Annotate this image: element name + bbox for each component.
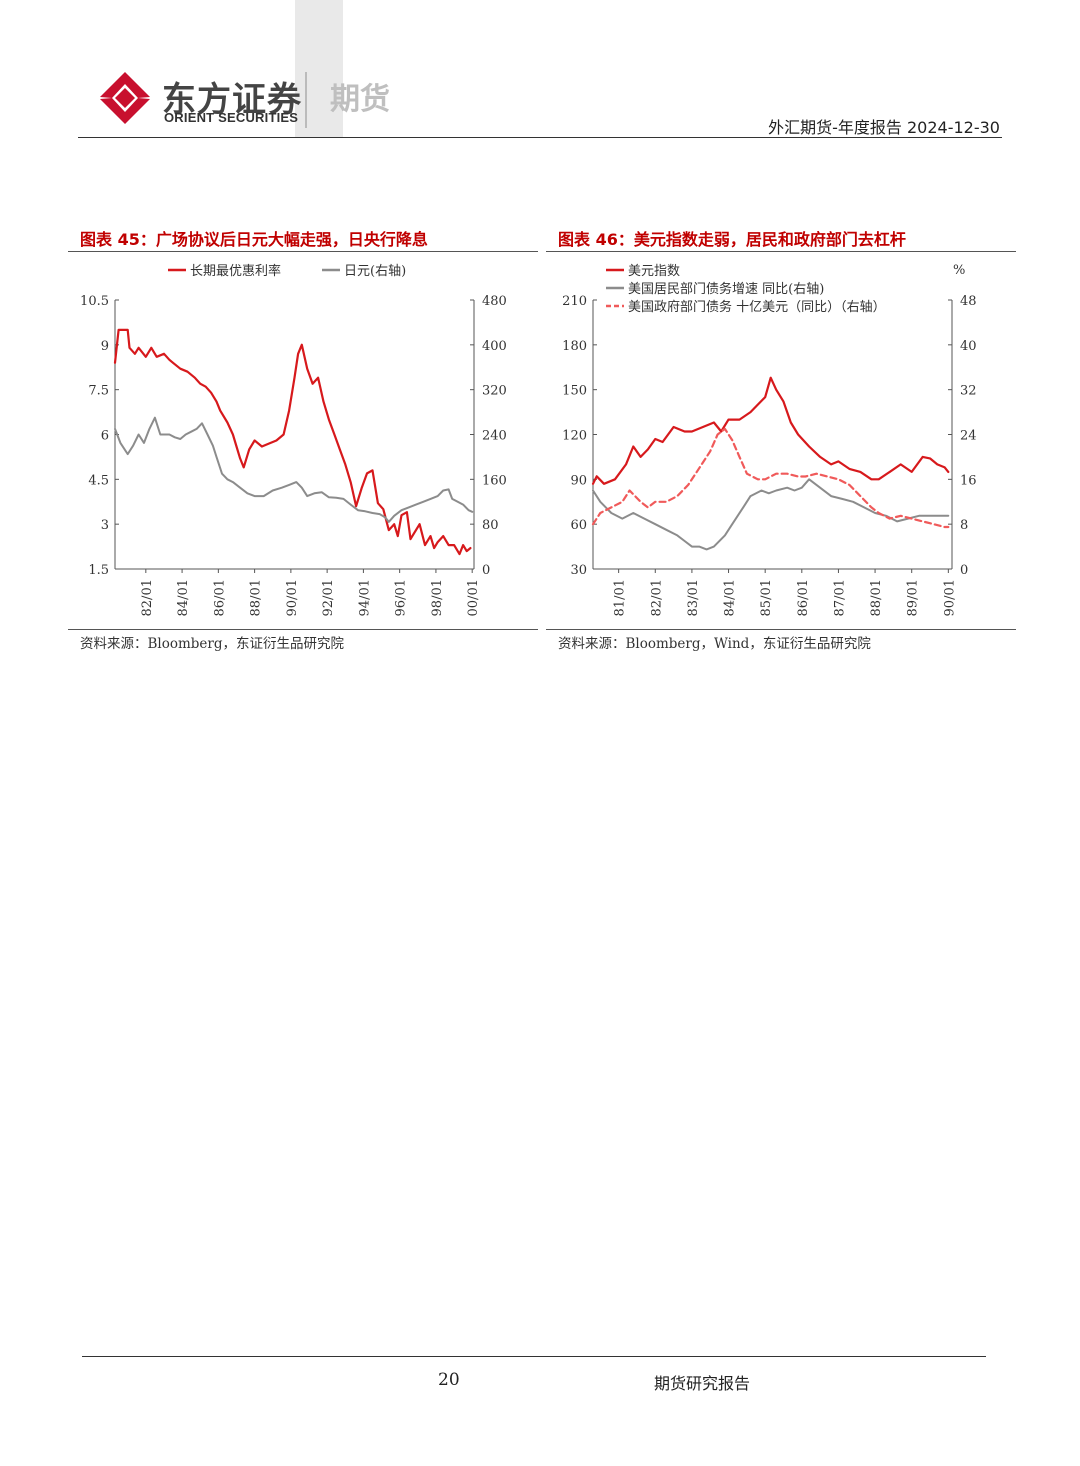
chart2-series-line-2: [591, 427, 950, 529]
chart1-right-tick-label: 80: [482, 518, 499, 533]
chart1-x-tick-label: 86/01: [212, 579, 227, 616]
chart1-source: 资料来源：Bloomberg，东证衍生品研究院: [80, 636, 345, 652]
footer-label: 期货研究报告: [654, 1374, 751, 1393]
chart2-left-tick-label: 90: [570, 473, 587, 488]
chart2-x-tick-label: 89/01: [906, 579, 921, 616]
chart1-right-tick-label: 480: [482, 294, 507, 309]
chart1-right-tick-label: 240: [482, 429, 507, 444]
chart1-left-tick-label: 9: [101, 339, 109, 354]
logo-icon: [98, 70, 152, 126]
chart2-right-unit: %: [953, 263, 965, 278]
chart1-left-tick-label: 7.5: [88, 384, 109, 399]
chart2-legend-label: 美国居民部门债务增速 同比(右轴): [628, 281, 824, 297]
chart1-title-rule: [68, 251, 538, 252]
chart1-x-tick-label: 92/01: [321, 579, 336, 616]
page-number: 20: [438, 1370, 460, 1390]
chart1-figure: 10.5 9 7.5 6 4.5 3 1.5 480 400 320 240 160 80 0 82/01 8…: [80, 263, 507, 616]
chart2-x-tick-label: 81/01: [613, 579, 628, 616]
chart2-x-tick-label: 86/01: [796, 579, 811, 616]
chart2-right-tick-label: 40: [960, 339, 977, 354]
chart1-left-tick-label: 4.5: [88, 473, 109, 488]
chart2-left-tick-label: 210: [562, 294, 587, 309]
division-label: 期货: [330, 82, 390, 117]
header-rule: [78, 137, 1002, 138]
chart1-x-tick-label: 96/01: [394, 579, 409, 616]
chart2-right-tick-label: 24: [960, 429, 977, 444]
chart1-x-tick-label: 94/01: [357, 579, 372, 616]
chart2-x-tick-label: 84/01: [723, 579, 738, 616]
chart2-title-rule: [546, 251, 1016, 252]
chart1-series-line-1: [114, 416, 474, 523]
chart1-left-tick-label: 3: [101, 518, 109, 533]
chart2-source: 资料来源：Bloomberg，Wind，东证衍生品研究院: [558, 636, 871, 652]
header-accent-band: [295, 0, 343, 138]
chart2-legend-label: 美国政府部门债务 十亿美元（同比）（右轴）: [628, 299, 886, 315]
chart1-right-tick-label: 0: [482, 563, 490, 578]
chart1-legend-label: 日元(右轴): [344, 264, 406, 279]
chart2-source-rule: [546, 629, 1016, 630]
chart2-figure: 210 180 150 120 90 60 30 48 40 32 24 16 8 0% 81/01 82/0…: [562, 263, 977, 616]
brand-name-en: ORIENT SECURITIES: [164, 110, 299, 125]
chart1-left-tick-label: 6: [101, 429, 109, 444]
chart2-right-tick-label: 0: [960, 563, 968, 578]
chart2-x-tick-label: 87/01: [832, 579, 847, 616]
chart1-x-tick-label: 00/01: [466, 579, 481, 616]
chart2-series-line-0: [591, 376, 950, 485]
chart2-x-tick-label: 82/01: [649, 579, 664, 616]
chart1-source-rule: [68, 629, 538, 630]
chart2-left-tick-label: 60: [570, 518, 587, 533]
chart2-right-tick-label: 8: [960, 518, 968, 533]
chart2-left-tick-label: 180: [562, 339, 587, 354]
chart2-right-tick-label: 16: [960, 473, 977, 488]
chart1-left-tick-label: 10.5: [80, 294, 109, 309]
report-info: 外汇期货-年度报告 2024-12-30: [768, 118, 1000, 137]
footer-rule: [82, 1356, 986, 1357]
chart2-series-line-1: [592, 478, 950, 551]
chart1-legend-label: 长期最优惠利率: [190, 263, 281, 279]
chart2-right-tick-label: 32: [960, 384, 977, 399]
chart2-left-tick-label: 150: [562, 384, 587, 399]
chart1-right-tick-label: 400: [482, 339, 507, 354]
brand-name-cn: 东方证券: [162, 80, 302, 120]
chart1-right-tick-label: 160: [482, 473, 507, 488]
chart2-left-tick-label: 30: [570, 563, 587, 578]
chart1-x-tick-label: 98/01: [430, 579, 445, 616]
chart2-right-tick-label: 48: [960, 294, 977, 309]
chart2-x-tick-label: 83/01: [686, 579, 701, 616]
chart2-legend-label: 美元指数: [628, 264, 680, 279]
chart1-x-tick-label: 90/01: [285, 579, 300, 616]
chart1-x-tick-label: 82/01: [140, 579, 155, 616]
chart2-x-tick-label: 88/01: [869, 579, 884, 616]
brand-separator: [305, 72, 307, 128]
chart1-x-tick-label: 84/01: [176, 579, 191, 616]
chart1-title: 图表 45：广场协议后日元大幅走强，日央行降息: [80, 230, 428, 249]
chart2-left-tick-label: 120: [562, 429, 587, 444]
chart2-title: 图表 46：美元指数走弱，居民和政府部门去杠杆: [558, 230, 906, 249]
chart1-left-tick-label: 1.5: [88, 563, 109, 578]
chart2-x-tick-label: 85/01: [759, 579, 774, 616]
chart1-right-tick-label: 320: [482, 384, 507, 399]
chart2-x-tick-label: 90/01: [942, 579, 957, 616]
chart1-series-line-0: [113, 328, 472, 556]
chart1-x-tick-label: 88/01: [249, 579, 264, 616]
